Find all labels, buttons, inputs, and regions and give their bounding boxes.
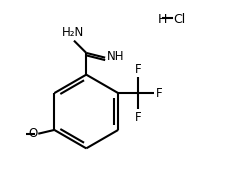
Text: NH: NH: [107, 50, 125, 63]
Text: F: F: [135, 111, 141, 124]
Text: O: O: [28, 127, 37, 140]
Text: H₂N: H₂N: [62, 26, 84, 39]
Text: Cl: Cl: [173, 13, 185, 26]
Text: F: F: [135, 63, 141, 76]
Text: F: F: [156, 87, 162, 100]
Text: H: H: [158, 13, 168, 26]
